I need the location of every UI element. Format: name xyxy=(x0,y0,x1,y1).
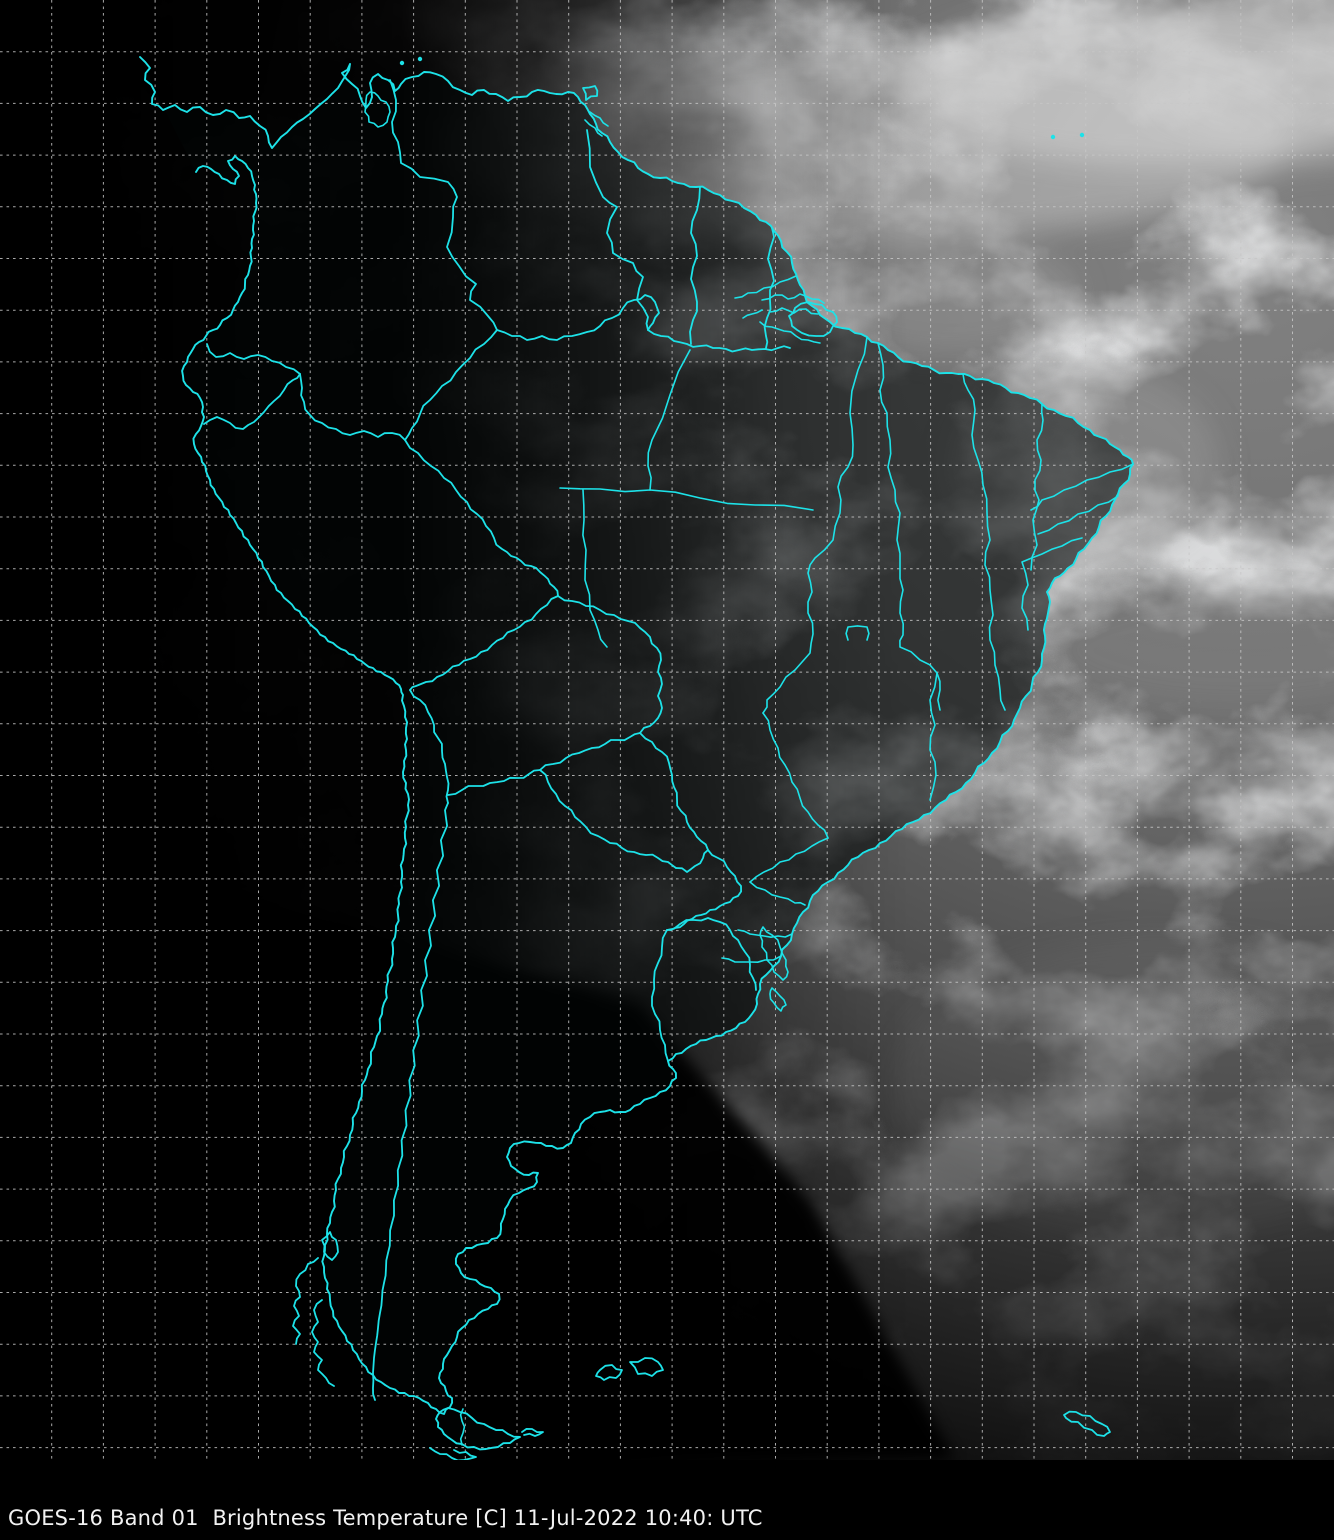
border-guyana-venezuela xyxy=(586,129,649,331)
border-paraguay-argentina xyxy=(539,769,677,869)
border-argentina-brazil xyxy=(666,849,742,931)
land-silhouette-layer xyxy=(140,57,1133,1450)
amapa-channel xyxy=(734,275,797,299)
border-suriname-french-guiana xyxy=(763,227,775,349)
border-brazil-north xyxy=(647,329,791,353)
state-border-box xyxy=(845,625,870,641)
tierra-del-fuego xyxy=(435,1407,521,1451)
marajo-island xyxy=(788,301,838,337)
land-fill-tierra-del-fuego xyxy=(436,1408,520,1450)
isla-de-los-estados xyxy=(521,1428,544,1437)
orinoco-delta-1 xyxy=(589,111,609,127)
state-parana-santacatarina xyxy=(737,929,793,938)
continent xyxy=(139,56,1134,1415)
border-colombia-brazil xyxy=(404,329,498,441)
land-fill-continent xyxy=(140,57,1133,1414)
amazon-mouth-2 xyxy=(769,307,819,315)
border-bolivia-chile xyxy=(409,689,450,804)
border-venezuela-brazil xyxy=(496,294,660,341)
amazon-river-tail xyxy=(742,309,763,319)
border-peru-brazil xyxy=(404,439,559,597)
south-georgia xyxy=(1063,1410,1111,1437)
trinidad xyxy=(582,85,599,101)
graticule-layer xyxy=(0,0,1334,1460)
fjord-channel-1 xyxy=(292,1257,319,1345)
border-guyana-suriname xyxy=(689,186,701,345)
state-ceara-south xyxy=(1030,463,1134,511)
lake-maracaibo xyxy=(364,91,391,128)
border-bolivia-paraguay xyxy=(539,732,641,771)
border-uruguay-argentina xyxy=(651,929,669,1062)
border-colombia-ecuador xyxy=(206,343,301,375)
falkland-west xyxy=(595,1364,623,1381)
fjord-channel-2 xyxy=(311,1299,335,1387)
state-saopaulo-coast xyxy=(749,881,806,906)
falkland-east xyxy=(629,1357,664,1377)
lagoa-mirim xyxy=(769,987,787,1012)
chiloe xyxy=(321,1231,339,1261)
state-piaui-ceara xyxy=(1030,403,1044,571)
state-bahia-west xyxy=(929,672,938,801)
border-peru-bolivia xyxy=(409,595,559,691)
border-bolivia-brazil xyxy=(557,595,663,734)
state-minas-saopaulo xyxy=(749,837,829,883)
state-para-tocantins xyxy=(762,336,868,714)
border-bolivia-argentina xyxy=(447,769,541,796)
islet-dot xyxy=(417,56,423,62)
border-paraguay-brazil xyxy=(639,732,709,873)
caption-text: GOES-16 Band 01 Brightness Temperature [… xyxy=(8,1506,763,1530)
border-uruguay-brazil xyxy=(666,917,757,991)
state-maranhao-piaui xyxy=(962,373,1006,711)
state-amazonas-para xyxy=(647,349,691,491)
orinoco-delta-2 xyxy=(584,119,603,137)
border-chile-argentina xyxy=(372,802,449,1401)
tdf-internal-border xyxy=(459,1408,466,1446)
border-venezuela-colombia xyxy=(389,79,498,331)
state-pernambuco-south xyxy=(1021,537,1083,631)
state-pernambuco-north xyxy=(1037,495,1119,535)
caption-strip xyxy=(0,1460,1334,1540)
state-santacatarina-rs xyxy=(721,955,782,963)
state-maranhao-west xyxy=(877,342,941,711)
border-colombia-peru xyxy=(299,373,406,441)
islet-dot xyxy=(399,60,405,66)
amazon-south-channel xyxy=(759,321,821,344)
boundary-lines-layer xyxy=(139,56,1134,1462)
state-rondonia-west xyxy=(582,489,608,648)
state-goias-south xyxy=(762,712,829,839)
islet-dot xyxy=(1079,132,1085,138)
amazon-mouth-1 xyxy=(761,293,825,304)
islet-dot xyxy=(1050,134,1056,140)
state-amazonas-south xyxy=(559,487,814,511)
lagoa-dos-patos xyxy=(759,926,789,981)
border-ecuador-peru xyxy=(203,373,301,430)
